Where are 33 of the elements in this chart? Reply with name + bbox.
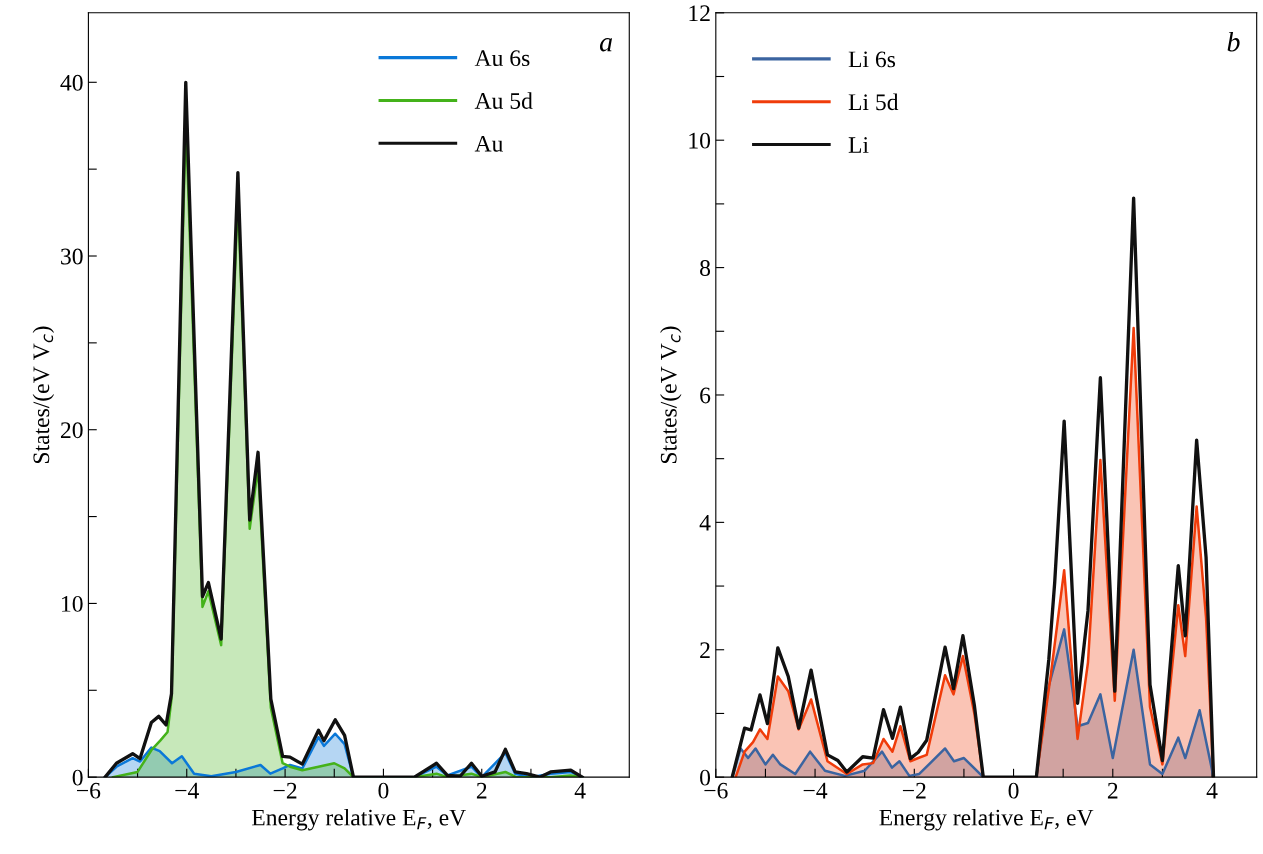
legend-label: Au [474,135,503,152]
line-series [730,196,1216,778]
x-tick-label: 0 [1008,782,1019,799]
x-tick-label: 4 [574,782,586,799]
y-tick-label: 10 [62,595,83,612]
y-tick-label: 40 [60,74,83,91]
x-axis-title: Energy relative E$_{F}$, eV [251,808,466,831]
y-axis-title: States/(eV V$_{c}$) [660,326,682,464]
y-tick-label: 8 [700,260,711,277]
legend-label: Au 6s [474,50,530,67]
y-tick-label: 10 [689,132,711,149]
annotation: b [1227,31,1240,52]
y-tick-label: 4 [699,515,711,531]
x-tick-label: 0 [378,782,389,799]
x-tick-label: −2 [902,782,926,799]
x-tick-label: 2 [476,782,487,799]
annotation: a [599,38,613,52]
x-tick-label: −2 [273,782,297,799]
x-axis-title: Energy relative E$_{F}$, eV [879,808,1094,831]
y-tick-label: 30 [61,248,83,265]
x-tick-label: 4 [1206,782,1218,799]
y-tick-label: 2 [700,642,710,658]
legend-label: Li 5d [848,93,899,111]
y-axis-title: States/(eV V$_{c}$) [32,326,55,464]
x-tick-label: 2 [1107,782,1118,799]
x-tick-label: −4 [803,782,828,799]
y-tick-label: 6 [700,387,711,404]
y-tick-label: 12 [689,5,710,21]
legend-label: Li 6s [848,51,896,68]
legend-label: Au 5d [474,92,533,109]
y-tick-label: 20 [60,422,83,439]
legend-label: Li [848,137,869,153]
x-tick-label: −4 [175,782,199,799]
